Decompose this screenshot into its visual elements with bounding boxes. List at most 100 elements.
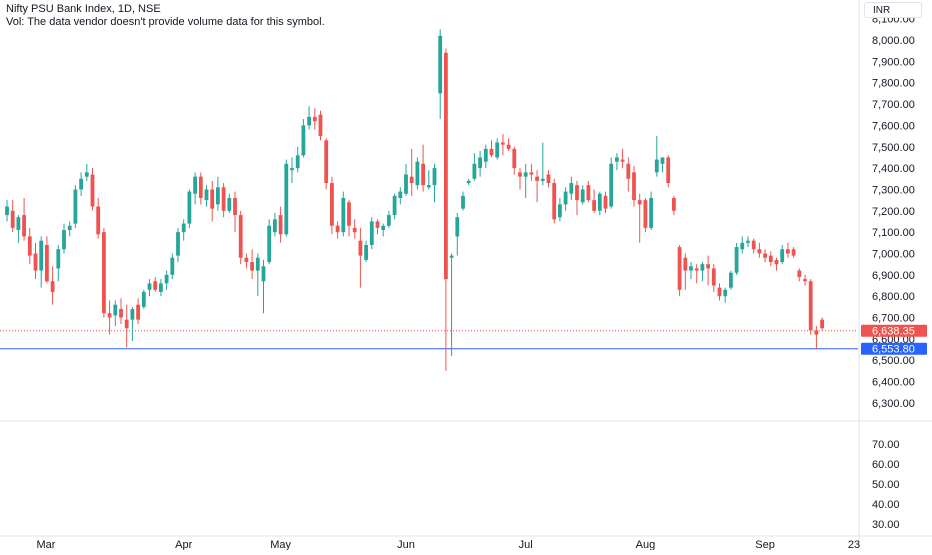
- candle-body: [335, 225, 340, 233]
- candle-body: [50, 281, 55, 292]
- candle-body: [700, 264, 705, 271]
- candle: [558, 197, 562, 222]
- candle: [780, 244, 785, 265]
- candle-body: [290, 168, 294, 171]
- candle: [119, 298, 123, 324]
- candle-body: [10, 210, 15, 228]
- candle-body: [5, 206, 9, 216]
- candle-body: [33, 253, 38, 271]
- candle: [102, 227, 106, 318]
- candle: [147, 279, 152, 297]
- candle-body: [233, 197, 237, 216]
- candle: [808, 279, 813, 335]
- candle-body: [255, 257, 260, 271]
- candle-body: [119, 308, 123, 318]
- currency-selector[interactable]: INR: [864, 2, 922, 18]
- candle-body: [415, 161, 420, 186]
- symbol-title[interactable]: Nifty PSU Bank Index, 1D, NSE: [6, 3, 161, 15]
- candle-body: [147, 283, 152, 290]
- candle-body: [586, 185, 591, 201]
- candle-body: [478, 157, 482, 169]
- candle-body: [221, 187, 226, 211]
- candle: [153, 276, 158, 292]
- candle-body: [535, 176, 539, 181]
- candle-body: [558, 204, 562, 218]
- indicator-tick-label: 50.00: [872, 479, 900, 491]
- candle-body: [295, 155, 300, 169]
- candle: [79, 172, 83, 196]
- candle-body: [375, 221, 380, 228]
- candle: [734, 242, 739, 275]
- candle: [649, 191, 653, 231]
- candle-body: [455, 217, 460, 237]
- candle-body: [124, 319, 129, 329]
- candle: [358, 227, 363, 288]
- candle: [489, 140, 494, 158]
- candle-body: [523, 172, 528, 177]
- candle: [187, 189, 192, 228]
- candle-body: [312, 116, 317, 122]
- candle-body: [546, 174, 551, 184]
- candle-body: [73, 189, 78, 224]
- candle: [683, 253, 688, 290]
- indicator-tick-label: 70.00: [872, 439, 900, 451]
- candle-body: [683, 257, 688, 271]
- price-tick-label: 7,400.00: [872, 163, 915, 175]
- candle-body: [102, 232, 106, 314]
- candle-body: [489, 148, 494, 156]
- candle: [592, 189, 596, 213]
- candle-body: [592, 200, 596, 211]
- candle-body: [301, 125, 306, 156]
- candle: [176, 227, 180, 263]
- candle: [552, 178, 557, 224]
- candle-body: [404, 174, 408, 194]
- candle: [597, 191, 602, 216]
- candle-body: [67, 225, 72, 231]
- candle: [318, 110, 323, 141]
- candle: [352, 219, 357, 239]
- candle: [261, 259, 266, 314]
- candle: [10, 200, 15, 233]
- volume-note: Vol: The data vendor doesn't provide vol…: [6, 16, 325, 28]
- crosshair-price-badge: [861, 342, 927, 355]
- candle-body: [352, 227, 357, 233]
- candle-body: [740, 242, 745, 250]
- price-tick-label: 7,300.00: [872, 184, 915, 196]
- price-lines-layer: [0, 330, 858, 350]
- candle-body: [461, 195, 465, 209]
- candle: [381, 223, 386, 237]
- candle-body: [27, 236, 32, 256]
- candle: [774, 257, 779, 271]
- candle: [238, 210, 243, 265]
- time-tick-label: Mar: [37, 539, 56, 550]
- candle: [814, 326, 819, 350]
- candle-body: [16, 217, 21, 231]
- time-tick-label: Jun: [397, 539, 415, 550]
- candle-body: [637, 200, 642, 205]
- candle: [159, 279, 163, 297]
- candle: [569, 176, 574, 201]
- candle: [506, 138, 511, 152]
- candle: [45, 236, 49, 284]
- candle: [689, 262, 693, 280]
- candle-body: [227, 197, 232, 211]
- candle-body: [569, 183, 574, 194]
- candle-body: [432, 168, 437, 186]
- candle-body: [330, 183, 334, 226]
- candle: [580, 185, 585, 205]
- candle: [512, 146, 517, 175]
- candle-body: [751, 240, 756, 250]
- price-tick-label: 7,900.00: [872, 56, 915, 68]
- candle: [347, 200, 351, 237]
- candle-body: [791, 249, 796, 256]
- candle-body: [615, 157, 619, 162]
- indicator-tick-label: 30.00: [872, 519, 900, 531]
- candle-body: [187, 191, 192, 224]
- candle-body: [426, 185, 431, 188]
- candle: [233, 191, 237, 233]
- candle: [5, 200, 9, 222]
- candle: [73, 185, 78, 228]
- candle: [267, 219, 272, 265]
